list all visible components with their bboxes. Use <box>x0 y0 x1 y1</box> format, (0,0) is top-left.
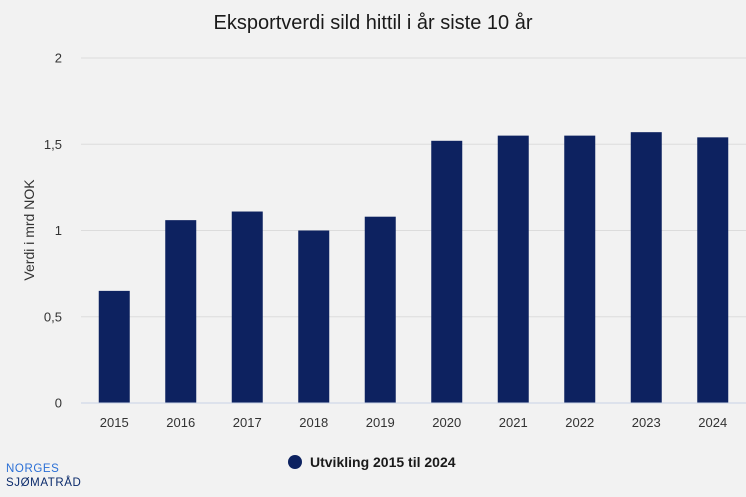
bar-2024[interactable] <box>697 137 729 403</box>
bars <box>98 132 729 404</box>
norges-sjomatrad-logo: NORGES SJØMATRÅD <box>6 462 81 490</box>
y-tick-label: 0,5 <box>44 309 62 324</box>
bar-2021[interactable] <box>497 135 529 403</box>
bar-2020[interactable] <box>431 140 463 404</box>
y-tick-label: 1,5 <box>44 137 62 152</box>
logo-line-2: SJØMATRÅD <box>6 477 82 489</box>
bar-2016[interactable] <box>165 220 197 403</box>
y-tick-label: 1 <box>55 223 62 238</box>
y-axis-ticks: 0 0,5 1 1,5 2 <box>44 51 62 411</box>
bar-2017[interactable] <box>231 211 263 403</box>
logo-line-1: NORGES <box>6 463 60 475</box>
x-tick-label: 2015 <box>100 415 129 430</box>
x-tick-label: 2017 <box>233 415 262 430</box>
y-tick-label: 2 <box>55 51 62 66</box>
x-axis-ticks: 2015 2016 2017 2018 2019 2020 2021 2022 2023 2024 <box>100 415 727 430</box>
x-tick-label: 2016 <box>166 415 195 430</box>
chart-title: Eksportverdi sild hittil i år siste 10 å… <box>213 12 532 34</box>
bar-2018[interactable] <box>298 230 330 404</box>
bar-2015[interactable] <box>98 290 130 403</box>
x-tick-label: 2020 <box>432 415 461 430</box>
legend-marker <box>288 455 302 469</box>
x-tick-label: 2023 <box>632 415 661 430</box>
bar-2022[interactable] <box>564 135 596 403</box>
x-tick-label: 2018 <box>299 415 328 430</box>
legend-label: Utvikling 2015 til 2024 <box>310 454 456 470</box>
y-tick-label: 0 <box>55 396 62 411</box>
bar-2019[interactable] <box>364 216 396 403</box>
x-tick-label: 2019 <box>366 415 395 430</box>
x-tick-label: 2021 <box>499 415 528 430</box>
legend[interactable]: Utvikling 2015 til 2024 <box>288 454 456 470</box>
x-tick-label: 2024 <box>698 415 727 430</box>
x-tick-label: 2022 <box>565 415 594 430</box>
y-axis-label: Verdi i mrd NOK <box>21 179 37 281</box>
bar-2023[interactable] <box>630 132 662 404</box>
